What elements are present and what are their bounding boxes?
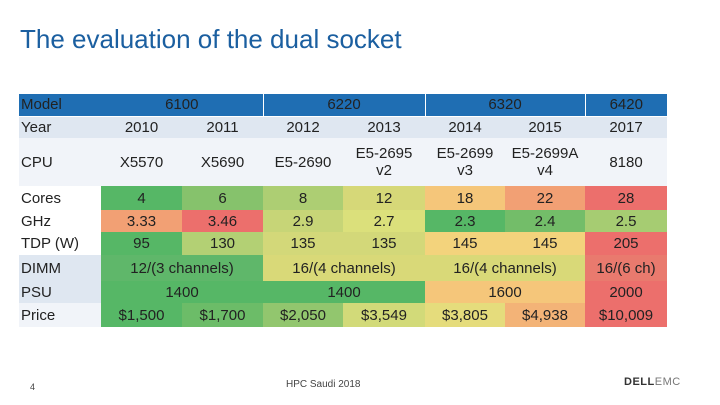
cpu-name: E5-2690 bbox=[274, 153, 332, 171]
cores-cell: 4 bbox=[101, 186, 182, 210]
cpu-cell: 8180 bbox=[585, 138, 667, 186]
tdp-row: TDP (W) 95 130 135 135 145 145 205 bbox=[19, 232, 667, 255]
cores-row: Cores 4 6 8 12 18 22 28 bbox=[19, 186, 667, 210]
ghz-cell: 2.3 bbox=[425, 210, 505, 232]
price-cell: $1,500 bbox=[101, 303, 182, 327]
dimm-cell: 12/(3 channels) bbox=[101, 255, 263, 281]
cores-cell: 12 bbox=[343, 186, 425, 210]
year-cell: 2010 bbox=[101, 116, 182, 138]
price-cell: $3,805 bbox=[425, 303, 505, 327]
psu-row: PSU 1400 1400 1600 2000 bbox=[19, 281, 667, 303]
cpu-name: E5-2699A bbox=[511, 145, 579, 162]
row-label: Cores bbox=[19, 186, 101, 210]
cpu-cell: E5-2690 bbox=[263, 138, 343, 186]
psu-cell: 2000 bbox=[585, 281, 667, 303]
cores-cell: 22 bbox=[505, 186, 585, 210]
ghz-cell: 3.33 bbox=[101, 210, 182, 232]
tdp-cell: 135 bbox=[343, 232, 425, 255]
year-cell: 2017 bbox=[585, 116, 667, 138]
ghz-cell: 2.5 bbox=[585, 210, 667, 232]
cpu-name: E5-2699 bbox=[436, 145, 494, 162]
dell-emc-logo: DELLEMC bbox=[624, 376, 681, 388]
model-6220: 6220 bbox=[262, 94, 425, 117]
page-number: 4 bbox=[30, 382, 36, 392]
price-cell: $3,549 bbox=[343, 303, 425, 327]
row-label: CPU bbox=[19, 138, 101, 186]
dimm-cell: 16/(4 channels) bbox=[263, 255, 425, 281]
price-cell: $10,009 bbox=[585, 303, 667, 327]
cpu-name: E5-2695 bbox=[355, 145, 413, 162]
cpu-name: X5690 bbox=[200, 153, 245, 171]
cpu-row: CPU X5570 X5690 E5-2690 E5-2695 v2 E5-269… bbox=[19, 138, 667, 186]
tdp-cell: 205 bbox=[585, 232, 667, 255]
logo-emc: EMC bbox=[654, 376, 681, 388]
model-6420: 6420 bbox=[584, 94, 667, 117]
price-cell: $1,700 bbox=[182, 303, 263, 327]
year-cell: 2011 bbox=[182, 116, 263, 138]
cpu-cell: E5-2695 v2 bbox=[343, 138, 425, 186]
tdp-cell: 95 bbox=[101, 232, 182, 255]
slide-title: The evaluation of the dual socket bbox=[20, 24, 402, 54]
cores-cell: 18 bbox=[425, 186, 505, 210]
cpu-version: v4 bbox=[537, 162, 553, 179]
cpu-name: 8180 bbox=[609, 153, 643, 171]
cpu-version: v3 bbox=[457, 162, 473, 179]
year-cell: 2014 bbox=[425, 116, 505, 138]
comparison-table: Model 6100 6220 6320 6420 Year 2010 2011… bbox=[19, 94, 667, 327]
cpu-cell: X5690 bbox=[182, 138, 263, 186]
cpu-version: v2 bbox=[376, 162, 392, 179]
row-label: Year bbox=[19, 116, 101, 138]
year-row: Year 2010 2011 2012 2013 2014 2015 2017 bbox=[19, 116, 667, 138]
tdp-cell: 130 bbox=[182, 232, 263, 255]
tdp-cell: 145 bbox=[425, 232, 505, 255]
logo-dell: DELL bbox=[624, 376, 655, 388]
psu-cell: 1600 bbox=[425, 281, 585, 303]
price-row: Price $1,500 $1,700 $2,050 $3,549 $3,805… bbox=[19, 303, 667, 327]
year-cell: 2012 bbox=[263, 116, 343, 138]
cores-cell: 6 bbox=[182, 186, 263, 210]
model-6320: 6320 bbox=[424, 94, 585, 117]
cpu-name: X5570 bbox=[119, 153, 164, 171]
row-label: TDP (W) bbox=[19, 232, 101, 255]
dimm-cell: 16/(6 ch) bbox=[585, 255, 667, 281]
row-label: Price bbox=[19, 303, 101, 327]
header-label: Model bbox=[19, 94, 101, 117]
cpu-cell: E5-2699 v3 bbox=[425, 138, 505, 186]
ghz-cell: 2.4 bbox=[505, 210, 585, 232]
cpu-cell: X5570 bbox=[101, 138, 182, 186]
year-cell: 2013 bbox=[343, 116, 425, 138]
year-cell: 2015 bbox=[505, 116, 585, 138]
row-label: GHz bbox=[19, 210, 101, 232]
cores-cell: 28 bbox=[585, 186, 667, 210]
psu-cell: 1400 bbox=[263, 281, 425, 303]
model-6100: 6100 bbox=[101, 94, 263, 117]
ghz-cell: 2.9 bbox=[263, 210, 343, 232]
row-label: PSU bbox=[19, 281, 101, 303]
cpu-cell: E5-2699A v4 bbox=[505, 138, 585, 186]
cores-cell: 8 bbox=[263, 186, 343, 210]
ghz-cell: 3.46 bbox=[182, 210, 263, 232]
price-cell: $2,050 bbox=[263, 303, 343, 327]
header-row: Model 6100 6220 6320 6420 bbox=[19, 94, 667, 117]
dimm-row: DIMM 12/(3 channels) 16/(4 channels) 16/… bbox=[19, 255, 667, 281]
ghz-cell: 2.7 bbox=[343, 210, 425, 232]
tdp-cell: 135 bbox=[263, 232, 343, 255]
footer-caption: HPC Saudi 2018 bbox=[286, 379, 361, 390]
tdp-cell: 145 bbox=[505, 232, 585, 255]
ghz-row: GHz 3.33 3.46 2.9 2.7 2.3 2.4 2.5 bbox=[19, 210, 667, 232]
row-label: DIMM bbox=[19, 255, 101, 281]
dimm-cell: 16/(4 channels) bbox=[425, 255, 585, 281]
psu-cell: 1400 bbox=[101, 281, 263, 303]
price-cell: $4,938 bbox=[505, 303, 585, 327]
